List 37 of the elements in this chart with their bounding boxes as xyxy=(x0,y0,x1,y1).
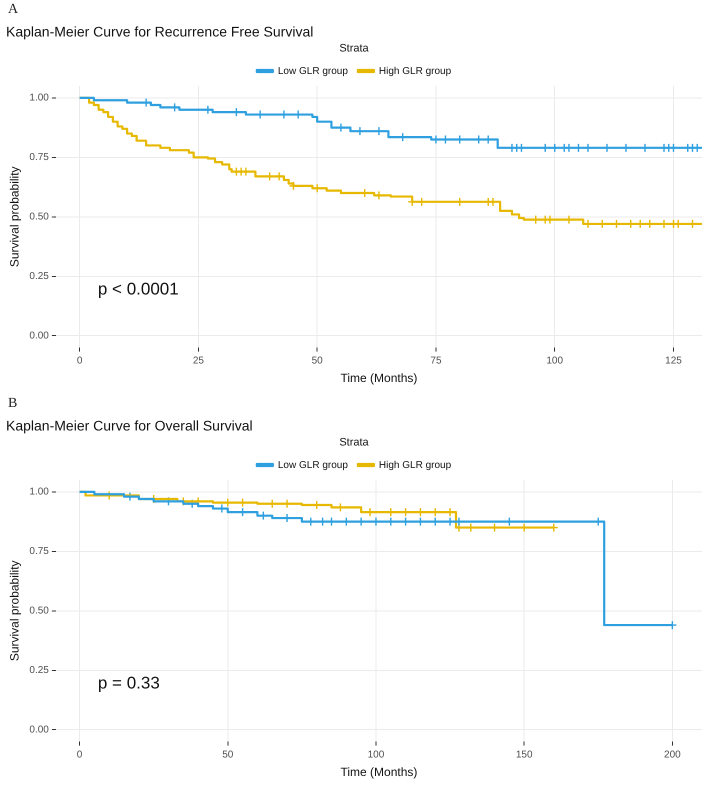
y-axis-title: Survival probability xyxy=(8,166,22,268)
x-tick-label: 50 xyxy=(222,749,234,760)
legend-label: Low GLR group xyxy=(278,460,348,471)
y-tick-label: 0.25 xyxy=(29,665,50,676)
y-tick-label: 0.00 xyxy=(29,724,50,736)
annotation: p < 0.0001 xyxy=(98,280,179,299)
x-tick-label: 100 xyxy=(368,749,385,760)
x-tick-label: 0 xyxy=(76,749,83,760)
annotation: p = 0.33 xyxy=(98,674,160,693)
y-tick-label: 1.00 xyxy=(29,486,50,498)
x-tick-label: 125 xyxy=(665,355,682,366)
y-tick-label: 0.50 xyxy=(29,212,50,223)
x-tick-label: 200 xyxy=(664,749,682,760)
text: A xyxy=(8,2,18,18)
y-tick-label: 0.75 xyxy=(29,152,50,164)
legend-label: Low GLR group xyxy=(278,66,348,77)
text: B xyxy=(8,396,18,412)
x-tick-label: 0 xyxy=(76,355,83,366)
chart-title: Kaplan-Meier Curve for Overall Survival xyxy=(6,417,253,434)
x-tick-label: 150 xyxy=(516,749,533,760)
chart-title: Kaplan-Meier Curve for Recurrence Free Survival xyxy=(6,23,314,40)
x-axis-title: Time (Months) xyxy=(340,371,418,386)
y-tick-label: 0.75 xyxy=(29,546,50,558)
legend-title: Strata xyxy=(339,436,370,448)
x-tick-label: 75 xyxy=(430,355,442,366)
x-tick-label: 100 xyxy=(546,355,564,366)
legend-label: High GLR group xyxy=(378,460,452,471)
x-axis-title: Time (Months) xyxy=(340,765,418,780)
y-axis-title: Survival probability xyxy=(8,560,22,662)
x-tick-label: 25 xyxy=(192,355,204,366)
y-tick-label: 0.00 xyxy=(29,330,50,342)
legend-label: High GLR group xyxy=(378,66,452,77)
y-tick-label: 0.25 xyxy=(29,271,50,282)
legend-title: Strata xyxy=(339,42,370,54)
y-tick-label: 1.00 xyxy=(29,92,50,104)
y-tick-label: 0.50 xyxy=(29,606,50,617)
x-tick-label: 50 xyxy=(312,355,324,366)
